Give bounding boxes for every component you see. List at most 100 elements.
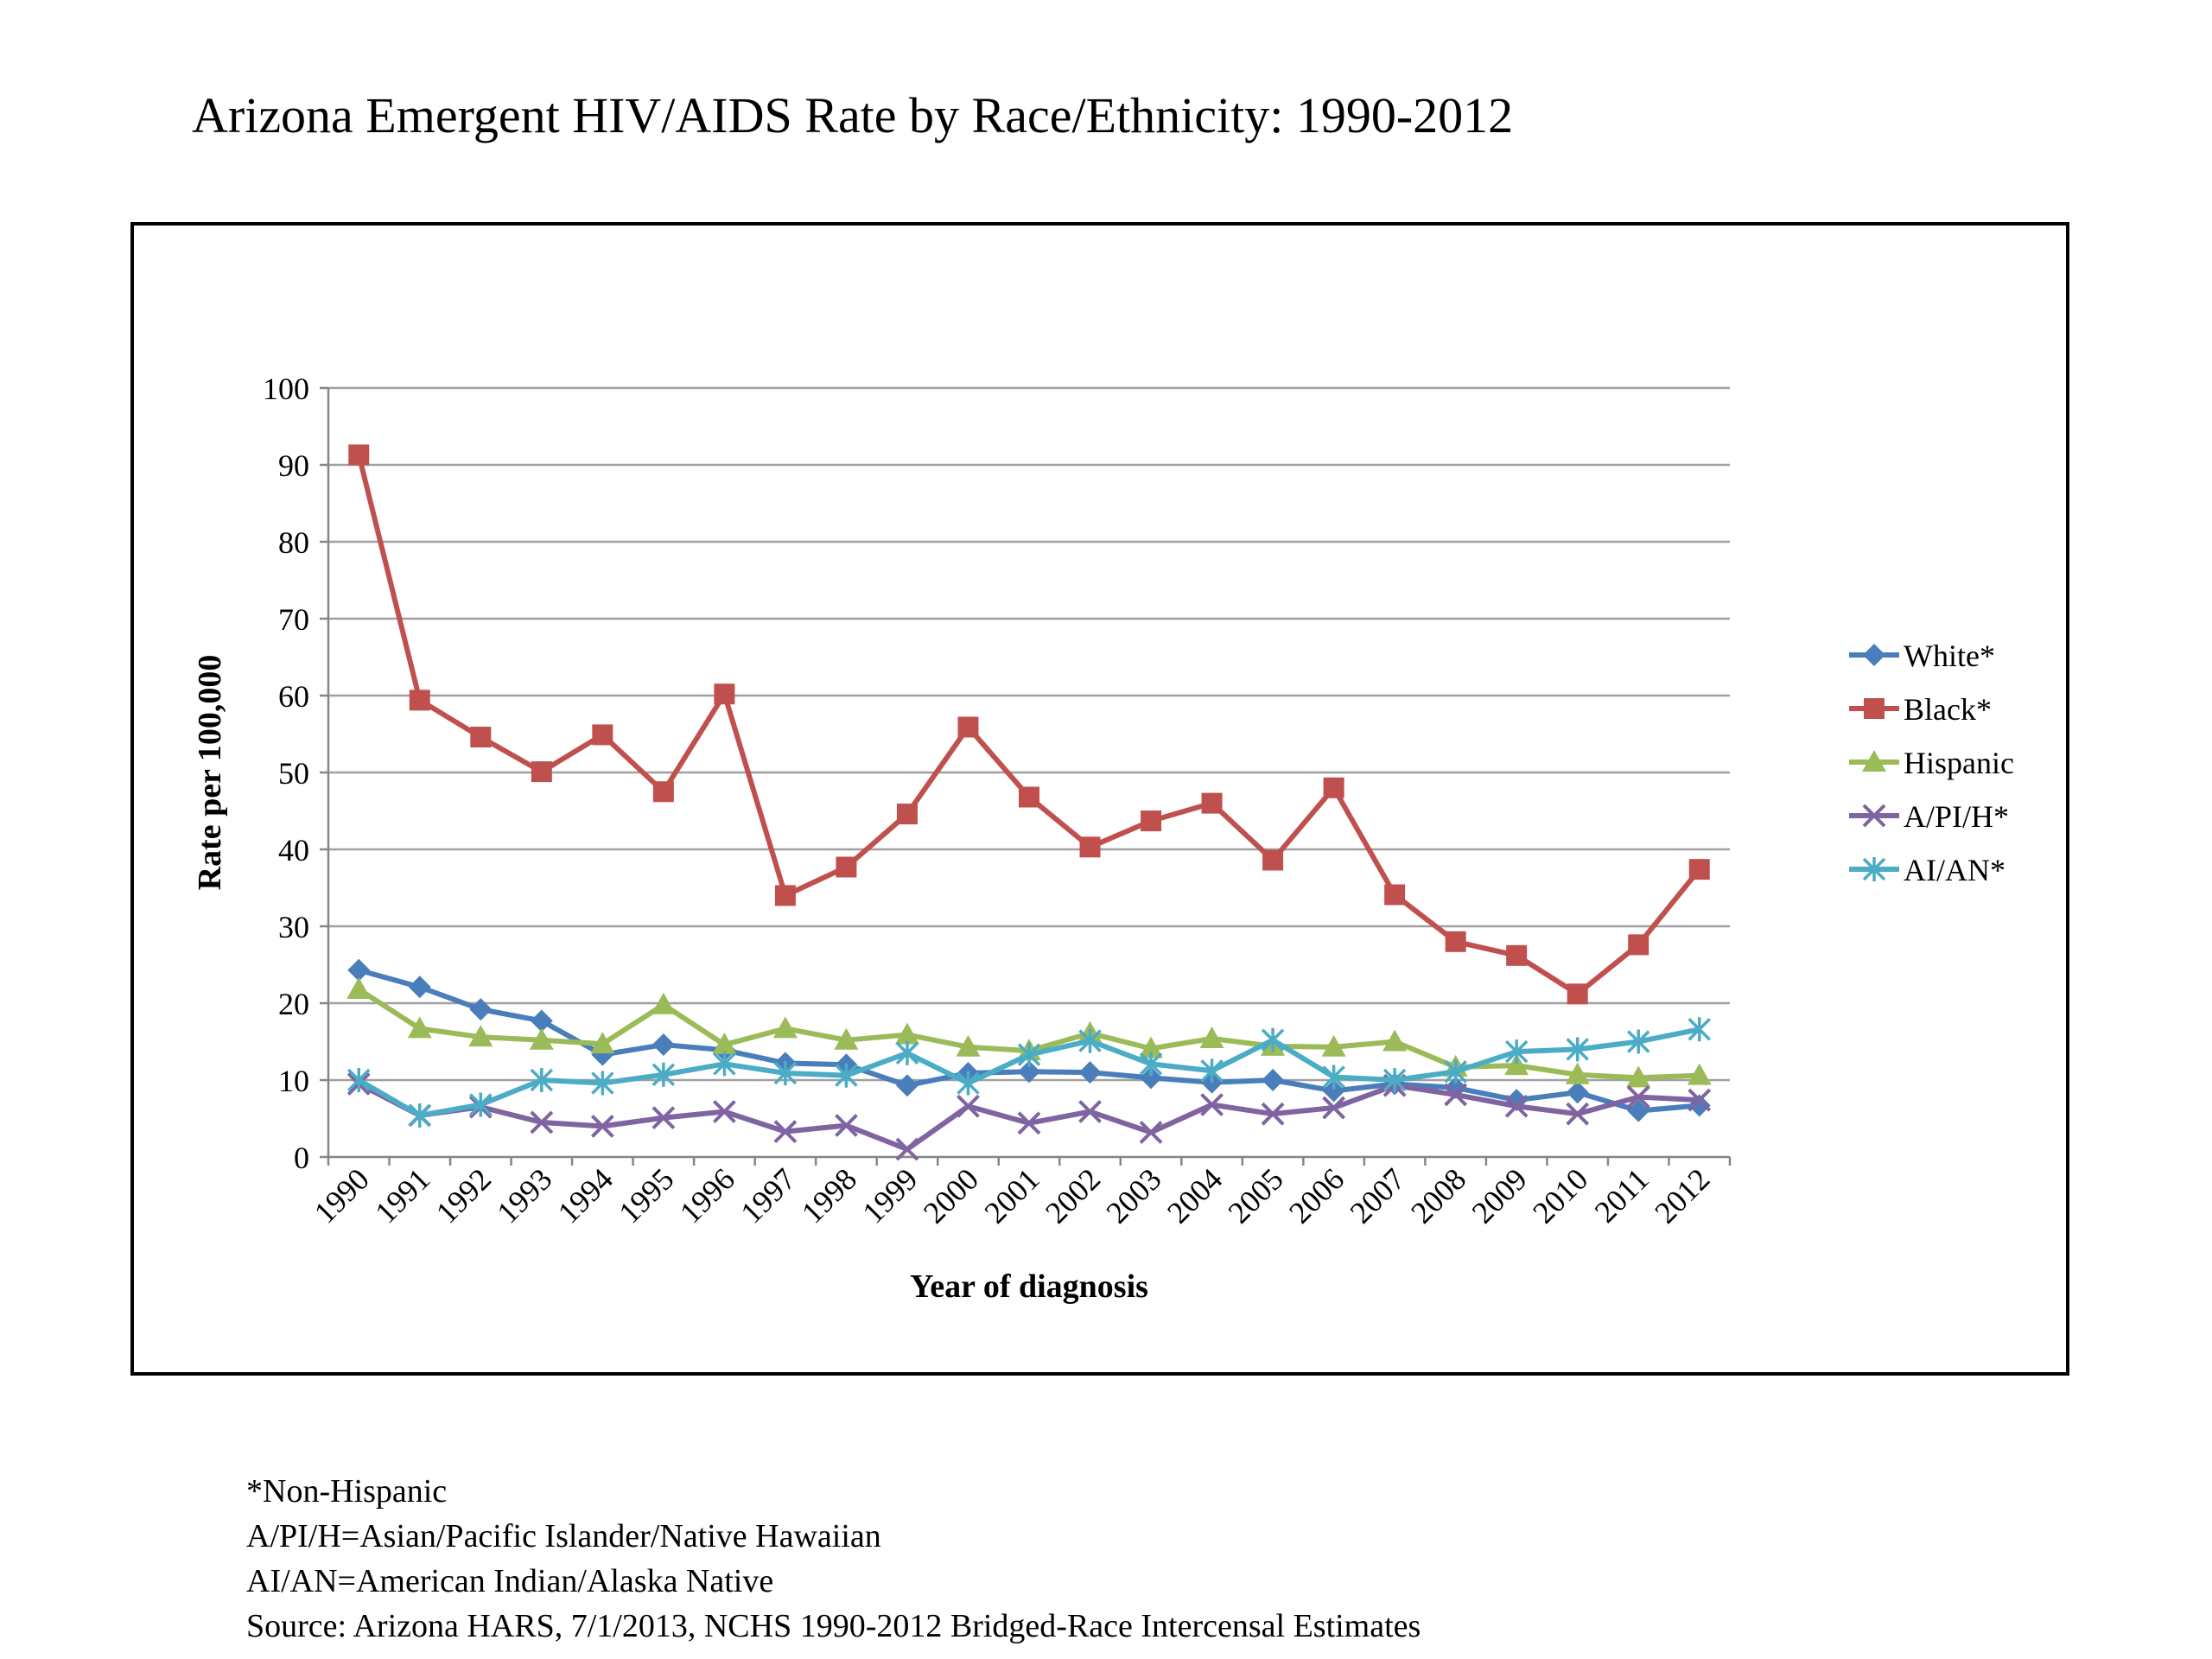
legend-label-ai-an: AI/AN* (1904, 853, 2005, 887)
data-point-hispanic (1139, 1036, 1164, 1058)
data-point-a-pi-h (1322, 1096, 1346, 1120)
footnote-aian: AI/AN=American Indian/Alaska Native (246, 1563, 774, 1599)
data-point-hispanic (894, 1022, 919, 1045)
data-point-a-pi-h (712, 1100, 736, 1123)
data-point-ai-an (1139, 1052, 1163, 1077)
series-line-black (356, 454, 1702, 997)
data-point-hispanic (1382, 1029, 1408, 1052)
legend-marker-black (1864, 698, 1885, 719)
data-point-hispanic (834, 1027, 859, 1050)
data-point-hispanic (468, 1025, 493, 1047)
data-point-ai-an (530, 1068, 554, 1092)
y-tick-label: 60 (278, 679, 309, 714)
data-point-a-pi-h (530, 1110, 554, 1135)
y-axis-title: Rate per 100,000 (192, 655, 228, 891)
x-tick-label: 2006 (1282, 1161, 1351, 1230)
data-point-white (1627, 1099, 1650, 1122)
data-point-white (1078, 1061, 1102, 1084)
data-point-hispanic (1626, 1065, 1651, 1088)
data-point-black (1019, 786, 1039, 808)
data-point-black (1141, 810, 1162, 832)
y-tick-label: 40 (278, 833, 309, 868)
data-point-white (469, 998, 493, 1021)
data-point-ai-an (1382, 1068, 1407, 1092)
y-tick-label: 50 (278, 756, 309, 791)
data-point-white (652, 1033, 675, 1057)
data-point-hispanic (772, 1016, 798, 1039)
data-point-ai-an (469, 1092, 493, 1117)
data-point-hispanic (1321, 1034, 1346, 1057)
data-point-black (1384, 884, 1406, 906)
data-point-a-pi-h (835, 1114, 858, 1137)
data-point-white (1262, 1069, 1285, 1091)
data-point-black (1079, 836, 1101, 858)
x-tick-label: 2011 (1588, 1161, 1656, 1229)
data-point-ai-an (347, 1068, 371, 1092)
x-tick-label: 2012 (1648, 1161, 1716, 1230)
data-point-a-pi-h (895, 1137, 919, 1161)
data-point-black (470, 727, 492, 748)
data-point-a-pi-h (1504, 1094, 1529, 1118)
data-point-black (1262, 849, 1284, 871)
data-point-hispanic (529, 1027, 554, 1050)
data-point-a-pi-h (1139, 1121, 1163, 1144)
data-point-white (1140, 1066, 1163, 1090)
data-point-black (774, 885, 796, 906)
y-tick-label: 80 (278, 525, 309, 560)
data-point-ai-an (1444, 1059, 1467, 1084)
legend-label-black: Black* (1904, 692, 1992, 727)
data-point-a-pi-h (652, 1106, 676, 1130)
line-chart: 0102030405060708090100199019911992199319… (192, 372, 2014, 1305)
x-tick-label: 2010 (1526, 1161, 1594, 1230)
data-point-white (408, 976, 431, 999)
data-point-ai-an (1566, 1037, 1589, 1062)
data-point-black (1628, 934, 1649, 956)
x-tick-label: 1992 (429, 1161, 498, 1230)
data-point-a-pi-h (1626, 1085, 1650, 1109)
data-point-hispanic (651, 992, 676, 1014)
footnote-non-hispanic: *Non-Hispanic (246, 1473, 448, 1510)
x-tick-label: 1994 (551, 1161, 620, 1230)
legend-marker-ai-an (1862, 857, 1886, 881)
y-tick-label: 70 (278, 602, 309, 637)
data-point-black (348, 444, 370, 466)
data-point-hispanic (1565, 1062, 1590, 1084)
data-point-ai-an (895, 1040, 919, 1065)
data-point-ai-an (957, 1071, 980, 1096)
legend-marker-hispanic (1862, 750, 1886, 772)
legend-label-a-pi-h: A/PI/H* (1904, 799, 2009, 834)
x-tick-label: 2007 (1344, 1161, 1412, 1230)
x-tick-label: 2002 (1039, 1161, 1107, 1230)
data-point-a-pi-h (590, 1114, 614, 1138)
data-point-hispanic (956, 1034, 981, 1057)
data-point-hispanic (590, 1032, 615, 1054)
data-point-ai-an (1504, 1039, 1529, 1065)
data-point-hispanic (407, 1016, 432, 1039)
data-point-white (347, 958, 371, 982)
data-point-black (1567, 983, 1588, 1005)
x-tick-label: 1996 (673, 1161, 741, 1230)
data-point-ai-an (1322, 1065, 1345, 1090)
x-tick-label: 2008 (1404, 1161, 1472, 1230)
data-point-black (1201, 792, 1223, 814)
data-point-a-pi-h (1444, 1083, 1468, 1107)
x-tick-label: 1997 (734, 1161, 802, 1230)
y-tick-label: 0 (294, 1141, 309, 1175)
y-tick-label: 10 (278, 1064, 309, 1098)
x-tick-label: 1993 (490, 1161, 558, 1230)
data-point-hispanic (346, 976, 372, 999)
legend-marker-white (1863, 644, 1885, 666)
page-title: Arizona Emergent HIV/AIDS Rate by Race/E… (192, 87, 1514, 143)
data-point-a-pi-h (1078, 1100, 1102, 1123)
data-point-hispanic (1504, 1053, 1529, 1076)
legend-marker-a-pi-h (1862, 804, 1886, 828)
x-tick-label: 2003 (1100, 1161, 1168, 1230)
data-point-a-pi-h (1017, 1111, 1041, 1135)
data-point-black (714, 683, 735, 705)
x-axis-title: Year of diagnosis (910, 1268, 1148, 1305)
x-tick-label: 2001 (977, 1161, 1046, 1230)
data-point-white (1018, 1060, 1040, 1084)
data-point-ai-an (835, 1063, 858, 1088)
footnote-source: Source: Arizona HARS, 7/1/2013, NCHS 199… (246, 1608, 1421, 1644)
chart-frame: 0 10 20 30 40 50 60 70 80 90 100 1990 1991 1992 1993 19… (130, 222, 2069, 1376)
